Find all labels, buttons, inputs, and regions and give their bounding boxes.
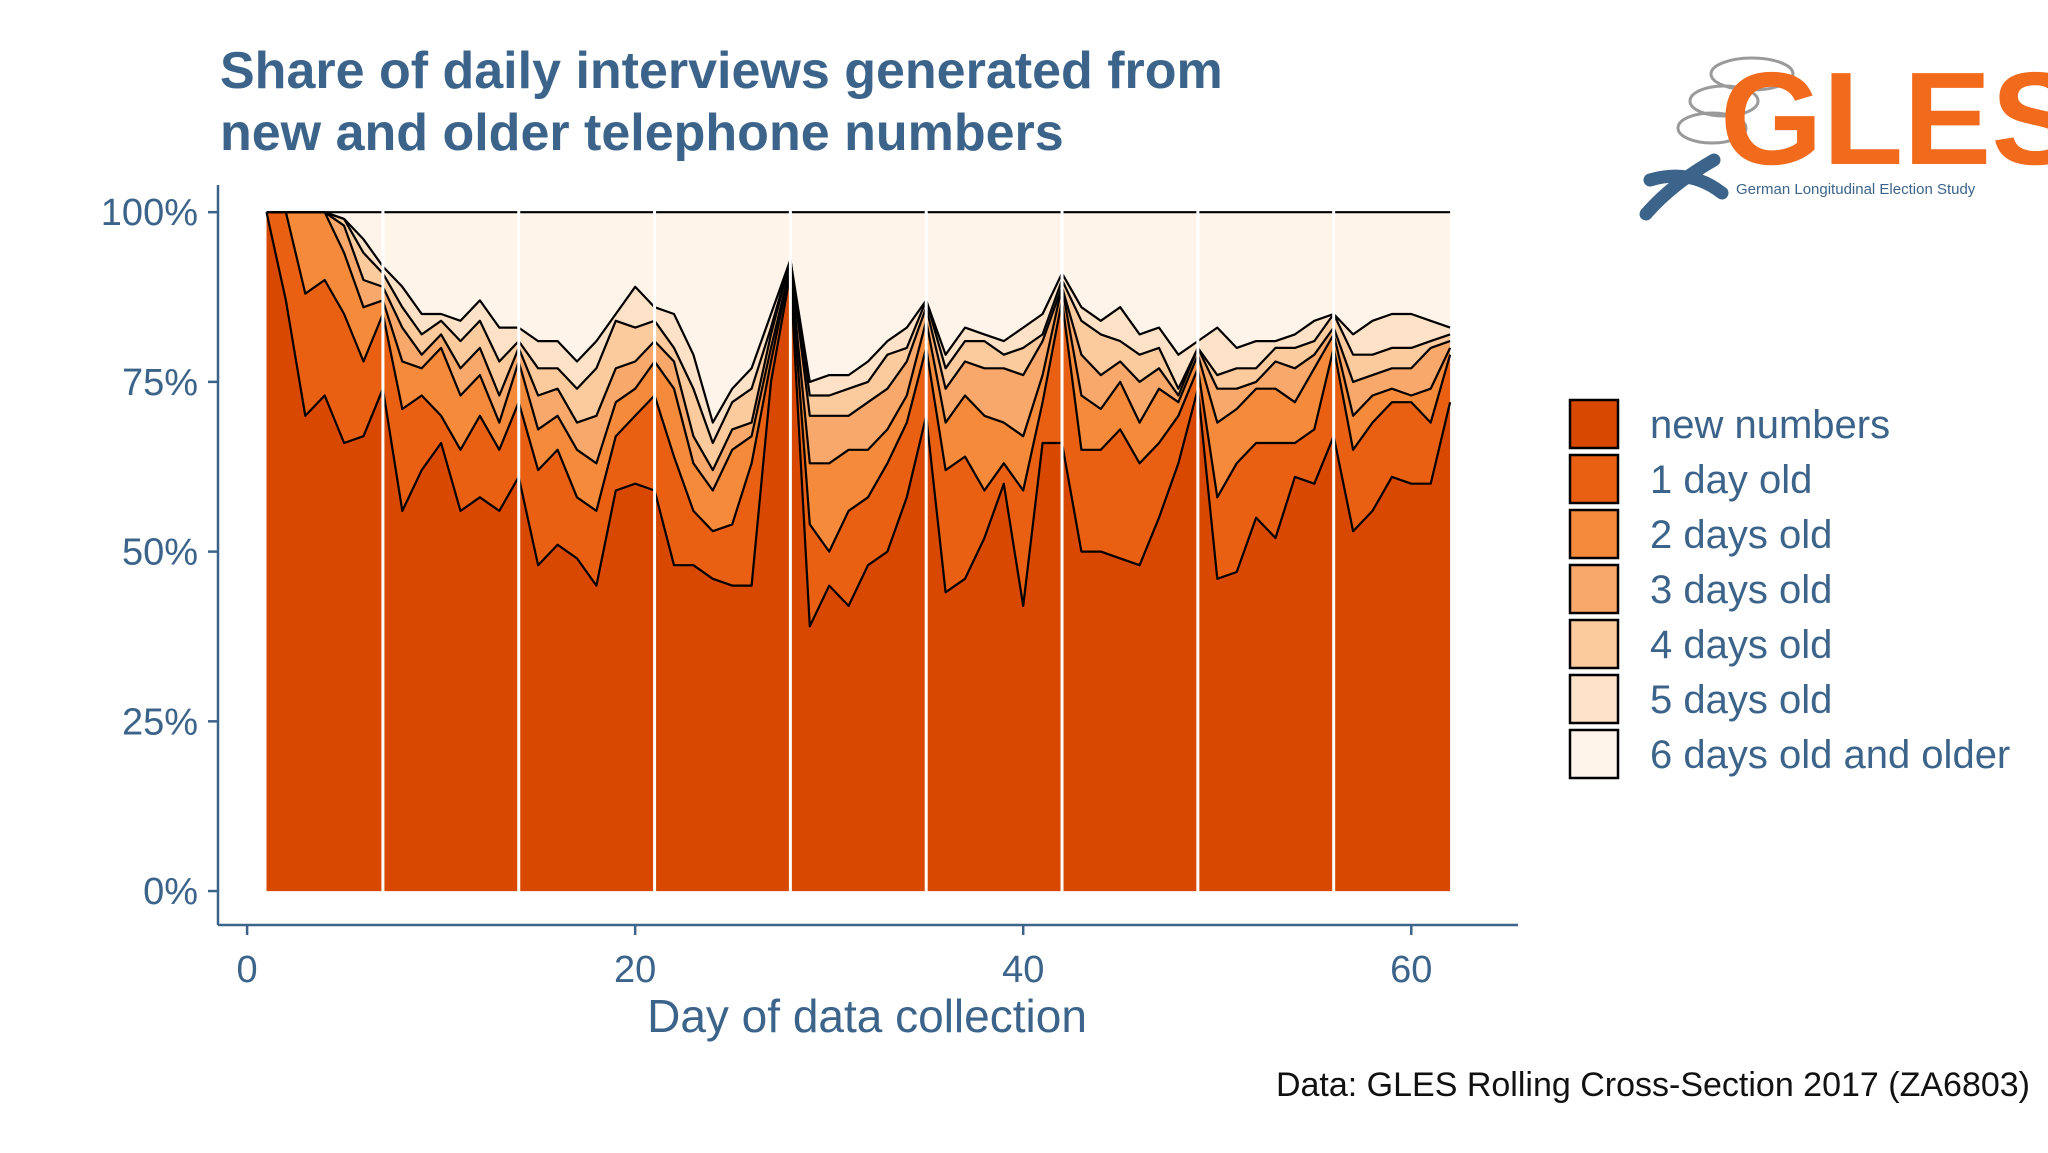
- logo-ellipse-top: [1709, 56, 1795, 92]
- logo-cross-mark: [1639, 153, 1729, 221]
- line-5-days-old: [266, 211, 1451, 424]
- x-tick-label: 60: [1390, 949, 1432, 991]
- legend-item-new-numbers: new numbers: [1568, 398, 1890, 450]
- line-2-days-old: [266, 211, 1452, 492]
- legend-label: 1 day old: [1650, 458, 1812, 502]
- chart-title-line-1: Share of daily interviews generated from: [220, 42, 1223, 100]
- y-tick-label: 50%: [122, 532, 198, 574]
- legend-swatch: [1568, 563, 1620, 615]
- legend-item-4-days-old: 4 days old: [1568, 618, 1832, 670]
- plot-area: [265, 211, 1452, 892]
- area-new-numbers: [266, 212, 1451, 892]
- x-axis-title: Day of data collection: [647, 990, 1087, 1042]
- y-tick-label: 75%: [122, 362, 198, 404]
- week-separators: [381, 210, 1336, 893]
- area-6-days-old-and-older: [266, 212, 1451, 423]
- legend-label: 3 days old: [1650, 568, 1832, 612]
- legend-item-3-days-old: 3 days old: [1568, 563, 1832, 615]
- y-tick-label: 25%: [122, 701, 198, 743]
- area-2-days-old: [266, 212, 1451, 552]
- legend-swatch: [1568, 673, 1620, 725]
- legend-swatch: [1568, 453, 1620, 505]
- data-source-caption: Data: GLES Rolling Cross-Section 2017 (Z…: [1276, 1066, 2030, 1104]
- gles-logo: GLES German Longitudinal Election Study: [1639, 45, 2048, 221]
- logo-ellipse-bottom: [1676, 111, 1748, 145]
- x-tick-label: 20: [614, 949, 656, 991]
- chart-title-line-2: new and older telephone numbers: [220, 104, 1064, 162]
- y-tick-label: 0%: [143, 871, 198, 913]
- logo-ellipse-middle: [1688, 84, 1760, 118]
- line-4-days-old: [266, 211, 1451, 445]
- legend-label: 6 days old and older: [1650, 733, 2010, 777]
- chart-title: Share of daily interviews generated from…: [220, 42, 1223, 162]
- legend-swatch: [1568, 398, 1620, 450]
- legend-label: 2 days old: [1650, 513, 1832, 557]
- area-3-days-old: [266, 212, 1451, 491]
- legend-item-2-days-old: 2 days old: [1568, 508, 1832, 560]
- legend-swatch: [1568, 728, 1620, 780]
- legend-item-5-days-old: 5 days old: [1568, 673, 1832, 725]
- legend-item-1-day-old: 1 day old: [1568, 453, 1812, 505]
- legend-swatch: [1568, 618, 1620, 670]
- x-tick-label: 0: [237, 949, 258, 991]
- legend: new numbers 1 day old 2 days old 3 days old…: [1568, 398, 2010, 780]
- axes: 0% 25% 50% 75% 100% 0 20 40 60: [101, 185, 1518, 991]
- legend-swatch: [1568, 508, 1620, 560]
- legend-label: 5 days old: [1650, 678, 1832, 722]
- line-1-day-old: [266, 211, 1452, 553]
- line-new-numbers: [265, 211, 1452, 628]
- logo-subtitle: German Longitudinal Election Study: [1736, 181, 1976, 198]
- legend-item-6-days-old-and-older: 6 days old and older: [1568, 728, 2010, 780]
- logo-wordmark: GLES: [1720, 45, 2048, 192]
- y-tick-label: 100%: [101, 192, 198, 234]
- x-tick-label: 40: [1002, 949, 1044, 991]
- line-3-days-old: [266, 211, 1451, 472]
- area-1-day-old: [266, 212, 1451, 627]
- legend-label: 4 days old: [1650, 623, 1832, 667]
- legend-label: new numbers: [1650, 403, 1890, 447]
